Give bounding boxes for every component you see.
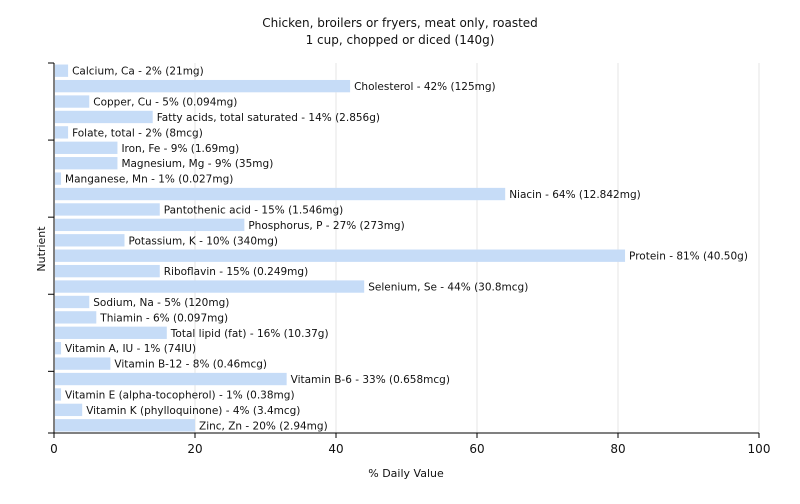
bar [55,95,90,108]
chart-subtitle: 1 cup, chopped or diced (140g) [306,33,495,47]
bar-label: Phosphorus, P - 27% (273mg) [248,220,404,232]
bar [55,187,506,201]
bar-label: Calcium, Ca - 2% (21mg) [72,66,204,78]
bar [55,280,365,293]
bar [55,326,167,339]
bar-label: Vitamin E (alpha-tocopherol) - 1% (0.38m… [65,389,294,401]
bar [55,64,69,77]
bar [55,203,160,216]
grid [194,63,760,433]
bar [55,249,626,262]
bar [55,372,287,386]
bar-label: Niacin - 64% (12.842mg) [509,189,641,201]
bar-label: Selenium, Se - 44% (30.8mcg) [368,282,528,294]
x-tick-label: 80 [610,442,625,456]
bar [55,419,195,432]
axes [48,62,759,434]
bar-label: Thiamin - 6% (0.097mg) [99,312,228,324]
chart-title: Chicken, broilers or fryers, meat only, … [262,16,538,30]
bar [55,357,111,370]
x-tick-label: 40 [328,442,343,456]
bar-label: Vitamin A, IU - 1% (74IU) [65,343,196,355]
bar [55,342,62,355]
bar [55,218,245,232]
x-tick-label: 100 [748,442,771,456]
x-tick-label: 0 [50,442,58,456]
x-ticks: 0 20 40 60 80 100 [50,433,770,456]
bar-label: Iron, Fe - 9% (1.69mg) [121,143,239,155]
bar-label: Total lipid (fat) - 16% (10.37g) [170,328,329,340]
x-tick-label: 60 [469,442,484,456]
bar-label: Folate, total - 2% (8mcg) [72,127,203,139]
bar-label: Protein - 81% (40.50g) [629,251,748,263]
bar-label: Fatty acids, total saturated - 14% (2.85… [157,112,380,124]
bar-label: Copper, Cu - 5% (0.094mg) [93,97,237,109]
bar-label: Riboflavin - 15% (0.249mg) [164,266,308,278]
bar [55,172,62,185]
bar [55,157,118,170]
bar-label: Manganese, Mn - 1% (0.027mg) [65,174,233,186]
bar-label: Sodium, Na - 5% (120mg) [93,297,229,309]
bar-label: Potassium, K - 10% (340mg) [129,235,279,247]
x-tick-label: 20 [187,442,202,456]
bar-label: Pantothenic acid - 15% (1.546mg) [164,204,343,216]
bar-label: Vitamin K (phylloquinone) - 4% (3.4mcg) [86,405,300,417]
bar [55,79,351,93]
bar [55,110,153,124]
bar-label: Magnesium, Mg - 9% (35mg) [121,158,273,170]
bar-label: Cholesterol - 42% (125mg) [354,81,496,93]
bar [55,141,118,154]
bar [55,234,125,247]
bar-label: Vitamin B-6 - 33% (0.658mcg) [291,374,450,386]
bar-label: Zinc, Zn - 20% (2.94mg) [199,420,328,432]
bar [55,388,62,401]
x-axis-label: % Daily Value [368,467,444,480]
bar [55,295,90,309]
bars [55,64,626,432]
bar-label: Vitamin B-12 - 8% (0.46mcg) [114,359,267,371]
bar-labels: Calcium, Ca - 2% (21mg) Cholesterol - 42%… [65,66,748,433]
bar [55,126,69,139]
bar [55,403,83,417]
bar [55,264,160,278]
y-axis-label: Nutrient [35,226,48,272]
bar [55,311,97,324]
